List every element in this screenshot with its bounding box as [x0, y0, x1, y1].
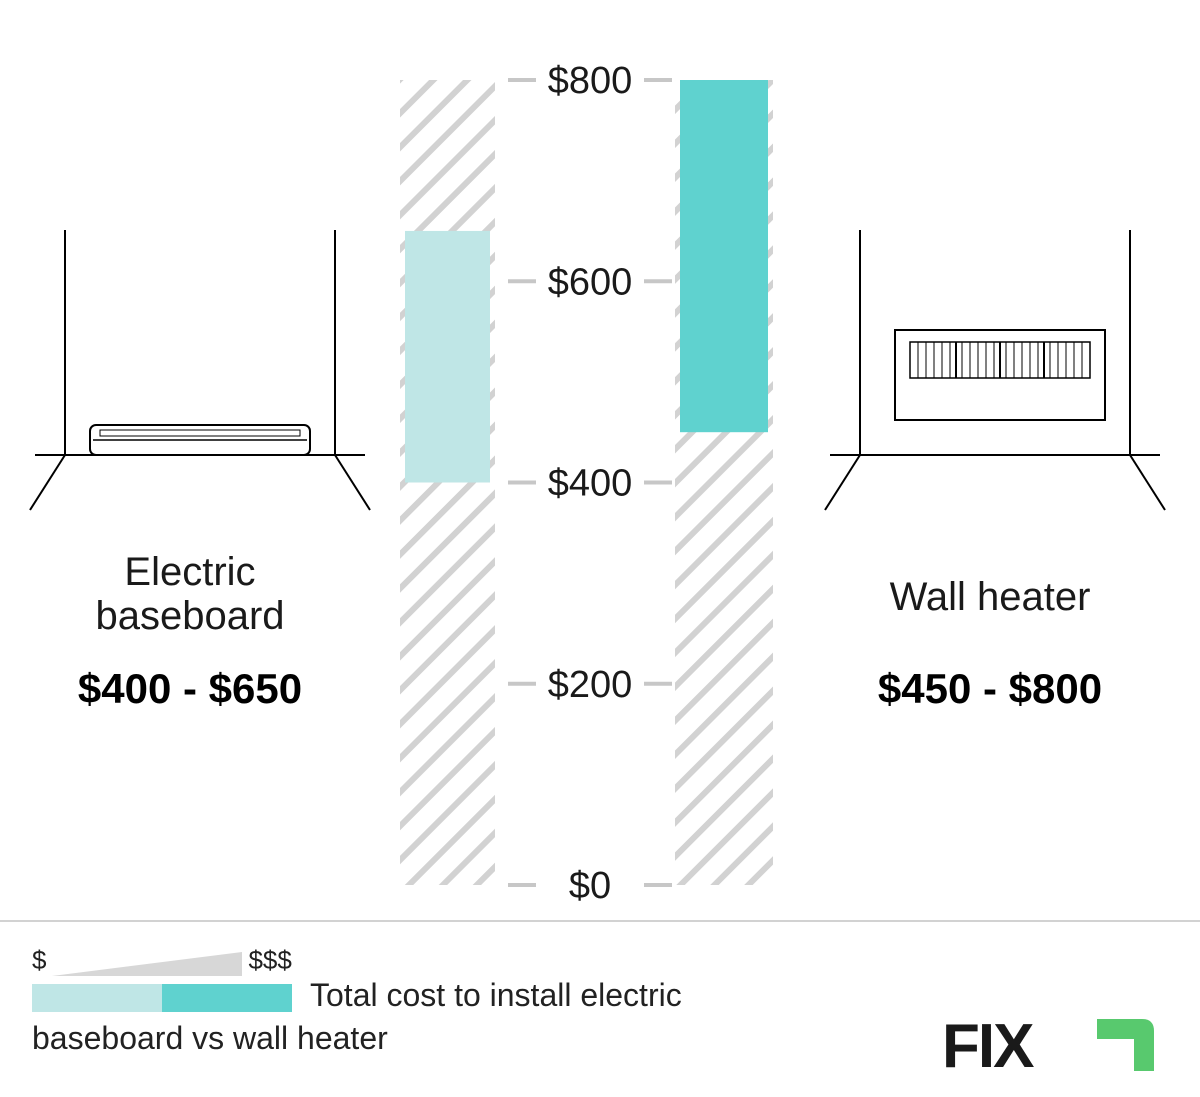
fixr-logo: FIX — [942, 1009, 1162, 1079]
legend-wedge-icon — [52, 952, 242, 976]
bar-electric_baseboard — [405, 231, 490, 483]
legend-swatch-high — [162, 984, 292, 1012]
svg-text:$400: $400 — [548, 463, 633, 505]
item-price-baseboard: $400 - $650 — [30, 665, 350, 713]
wall-heater-illustration — [825, 230, 1165, 510]
legend-caption-line2: baseboard vs wall heater — [32, 1018, 632, 1060]
svg-text:$0: $0 — [569, 865, 611, 907]
chart-svg: $0 $200 $400 $600 $800 — [0, 0, 1200, 920]
item-title-wallheater-text: Wall heater — [890, 575, 1091, 619]
item-title-baseboard-text: Electricbaseboard — [95, 550, 284, 638]
legend-swatch-low — [32, 984, 162, 1012]
baseboard-illustration — [30, 230, 370, 510]
infographic-root: $0 $200 $400 $600 $800 — [0, 0, 1200, 1097]
legend-scale-row: $ $$$ — [32, 945, 852, 976]
svg-text:FIX: FIX — [942, 1012, 1034, 1079]
svg-text:$800: $800 — [548, 60, 633, 102]
bar-wall_heater — [680, 80, 768, 432]
legend-low-symbol: $ — [32, 945, 46, 976]
item-price-wallheater: $450 - $800 — [830, 665, 1150, 713]
item-title-wallheater: Wall heater — [830, 575, 1150, 619]
svg-text:$200: $200 — [548, 664, 633, 706]
svg-text:$600: $600 — [548, 261, 633, 303]
item-title-baseboard: Electricbaseboard — [30, 550, 350, 638]
legend-caption-line1: Total cost to install electric — [310, 975, 910, 1017]
legend-high-symbol: $$$ — [248, 945, 291, 976]
section-divider — [0, 920, 1200, 922]
